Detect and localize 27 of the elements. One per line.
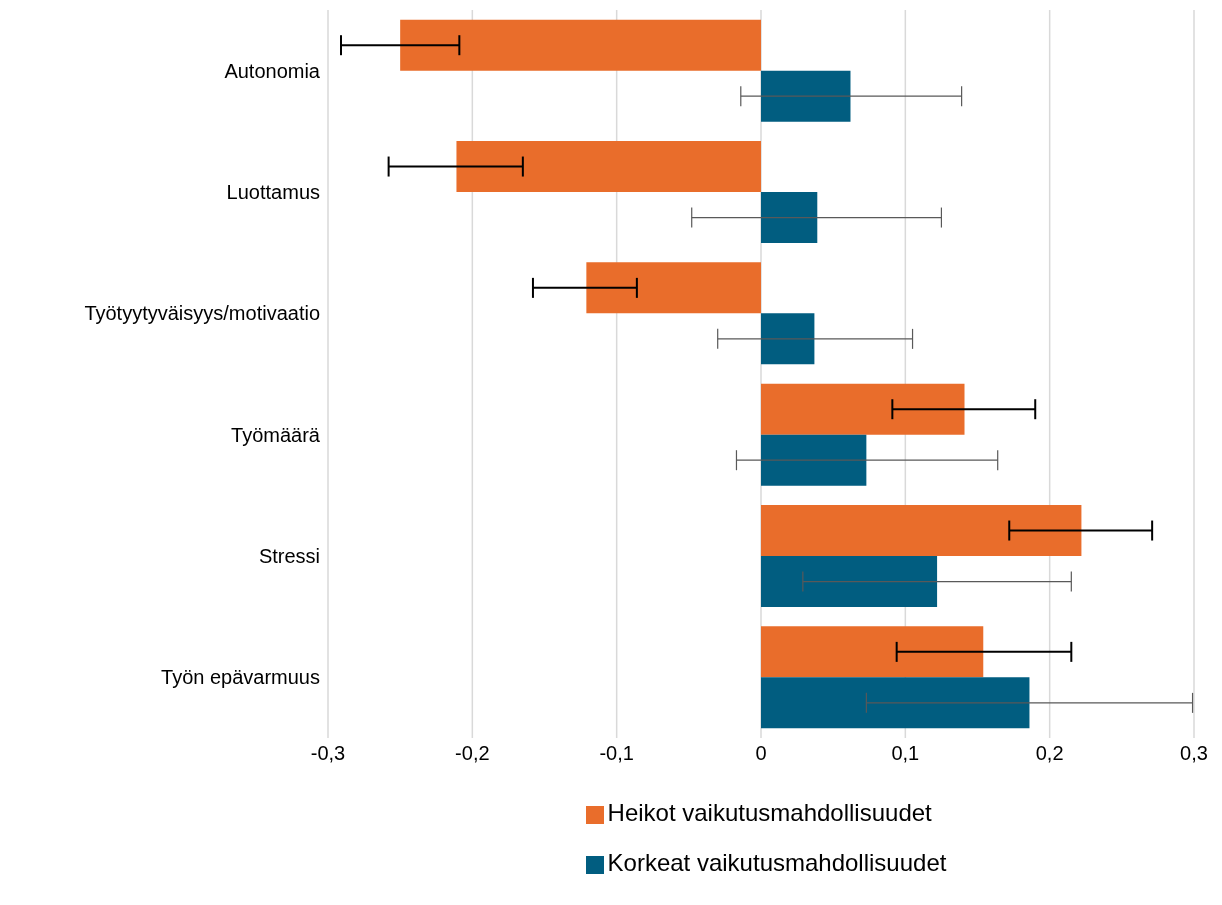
bar — [761, 70, 851, 122]
bar — [761, 383, 965, 435]
x-tick-label: 0 — [755, 742, 767, 765]
bar — [761, 556, 938, 608]
bar — [761, 626, 984, 678]
y-tick-label: Työtyytyväisyys/motivaatio — [84, 302, 320, 325]
y-tick-label: Luottamus — [226, 181, 320, 204]
x-tick-label: 0,3 — [1180, 742, 1208, 765]
x-tick-label: 0,1 — [891, 742, 920, 765]
bar — [400, 19, 761, 71]
y-tick-label: Työmäärä — [231, 423, 321, 446]
y-tick-label: Autonomia — [224, 59, 321, 82]
legend-label: Korkeat vaikutusmahdollisuudet — [607, 849, 947, 876]
legend-label: Heikot vaikutusmahdollisuudet — [607, 799, 932, 826]
x-tick-label: -0,1 — [599, 742, 634, 765]
bar — [761, 434, 867, 486]
x-tick-label: -0,3 — [310, 742, 346, 765]
x-tick-label: -0,2 — [455, 742, 490, 765]
bar — [456, 141, 761, 193]
y-tick-label: Stressi — [258, 545, 320, 568]
x-tick-label: 0,2 — [1035, 742, 1064, 765]
bar — [761, 192, 818, 244]
bar — [586, 262, 761, 314]
bar — [761, 313, 815, 365]
y-tick-label: Työn epävarmuus — [161, 666, 320, 689]
bar — [761, 677, 1030, 729]
bar — [761, 505, 1082, 557]
